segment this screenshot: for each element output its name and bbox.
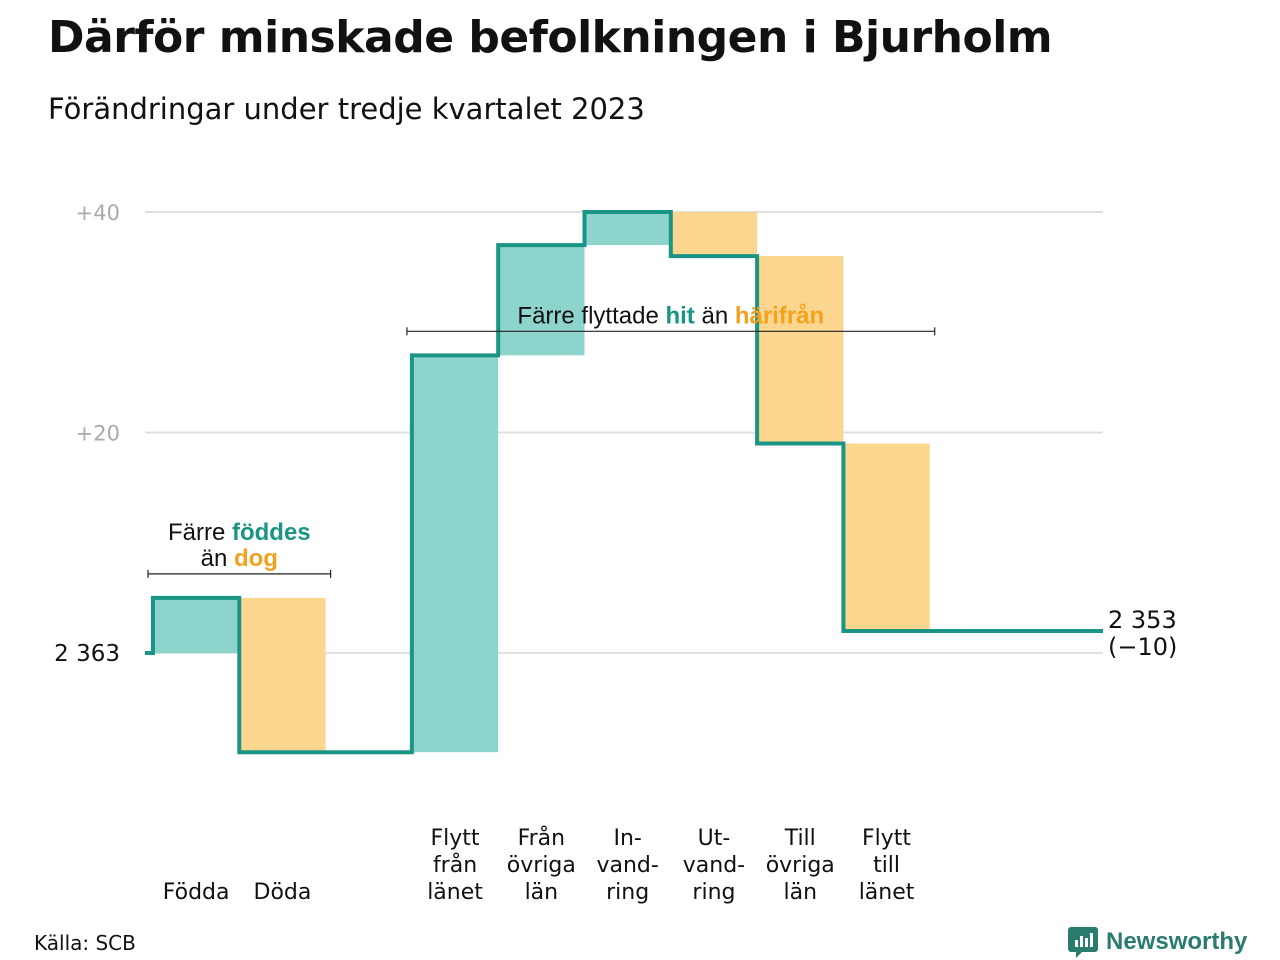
chart-subtitle: Förändringar under tredje kvartalet 2023 [48,92,645,126]
waterfall-bar [239,597,326,753]
category-label: länet [859,880,915,905]
category-label: länet [427,880,483,905]
waterfall-bar [411,355,499,753]
category-label: vand- [596,853,658,878]
category-label: Flytt [431,826,480,851]
annotation-orange-segment: härifrån [735,302,824,329]
annotation-text: Färre föddes [168,519,311,546]
waterfall-bar [584,212,671,246]
y-tick-label: +20 [76,422,120,446]
category-label: Ut- [698,826,731,851]
waterfall-bar [498,245,585,356]
annotation-text: Färre flyttade hit än härifrån [517,302,824,329]
newsworthy-logo-icon [1068,927,1098,958]
annotation-plain-segment: Färre [168,519,232,546]
annotation-plain-segment: än [695,302,735,329]
annotation-teal-segment: hit [665,302,694,329]
category-label: Från [518,825,566,851]
y-tick-label: +40 [76,201,120,225]
grid-layer [145,211,1103,654]
category-label: Flytt [862,826,911,851]
annotation-plain-segment: Färre flyttade [517,302,665,329]
bar-layer [153,212,930,753]
annotation-teal-segment: föddes [232,519,311,546]
annotation-text: än dog [201,545,278,572]
category-label: In- [613,826,641,851]
annotation-plain-segment: än [201,545,234,572]
end-change-label: (−10) [1108,633,1177,661]
category-label: övriga [507,853,576,878]
category-label: Födda [163,880,230,905]
waterfall-bar [153,597,240,653]
brand-name: Newsworthy [1106,928,1248,955]
source-note: Källa: SCB [34,931,136,955]
waterfall-bar [670,212,758,257]
chart-title: Därför minskade befolkningen i Bjurholm [48,12,1053,63]
category-label: län [525,880,559,905]
cumulative-step-line [145,210,1103,755]
category-label: övriga [766,853,835,878]
category-label: län [783,880,817,905]
category-label: Döda [254,880,312,905]
brand-logo: Newsworthy [1068,924,1247,960]
waterfall-bar [757,256,844,444]
category-label: vand- [683,853,745,878]
waterfall-bar [843,443,930,631]
category-label: ring [692,880,735,905]
category-label: till [873,853,900,878]
end-value-label: 2 353 [1108,606,1177,634]
start-value-label: 2 363 [54,641,120,667]
category-label: ring [606,880,649,905]
category-label: Till [784,826,816,851]
annotation-orange-segment: dog [234,545,278,572]
category-label: från [433,852,477,878]
line-layer [145,210,1103,755]
